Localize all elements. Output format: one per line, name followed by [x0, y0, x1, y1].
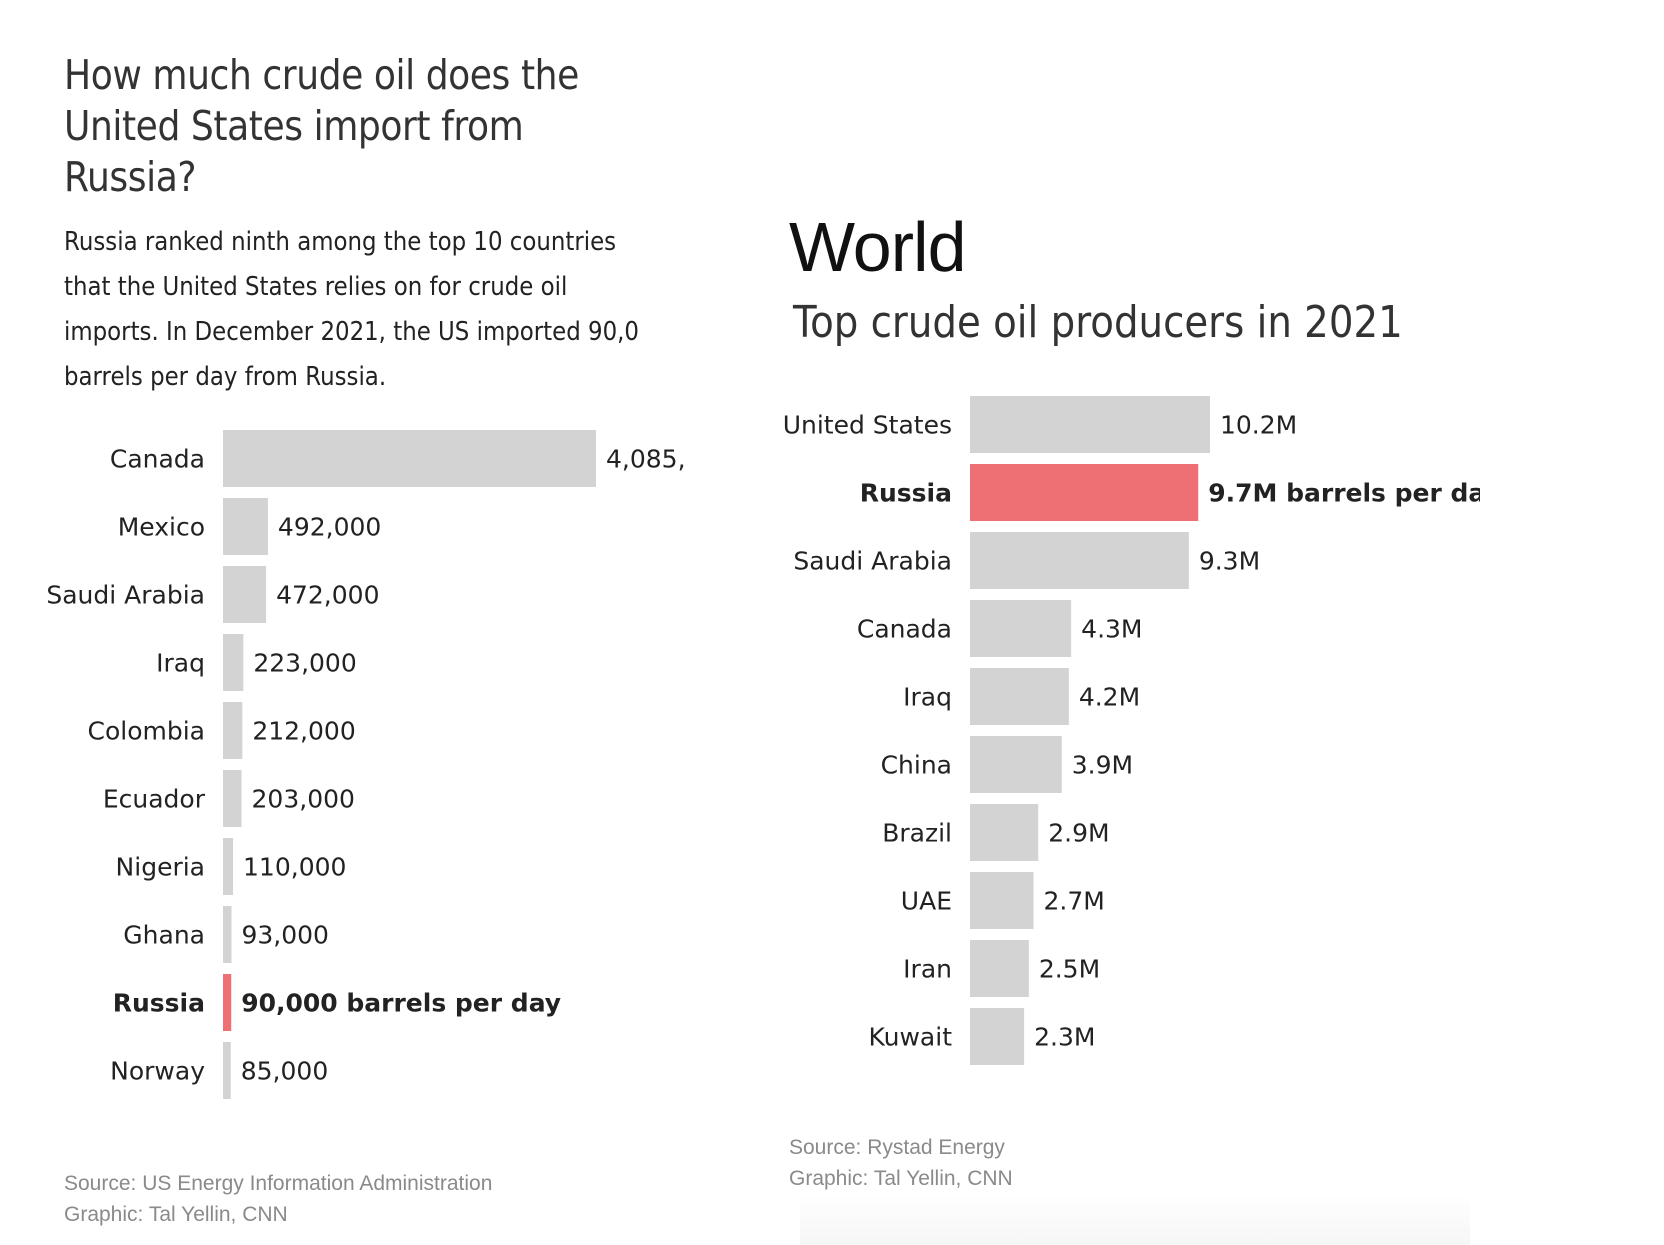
bar-canada [223, 430, 596, 487]
category-label: Russia [113, 989, 205, 1018]
category-label: Iran [903, 955, 952, 984]
category-label: Mexico [118, 513, 205, 542]
category-label: Norway [110, 1057, 205, 1086]
description-line: barrels per day from Russia. [64, 362, 387, 392]
category-label: Ecuador [103, 785, 206, 814]
category-label: Canada [110, 445, 205, 474]
category-label: Nigeria [116, 853, 205, 882]
bar-saudi-arabia [970, 532, 1189, 589]
category-label: Kuwait [868, 1023, 952, 1052]
category-label: Saudi Arabia [793, 547, 952, 576]
right-source: Source: Rystad Energy [789, 1136, 1005, 1159]
bar-saudi-arabia [223, 566, 267, 623]
value-label: 4,085, [606, 445, 686, 474]
description-line: that the United States relies on for cru… [64, 272, 568, 302]
bottom-fade [800, 1195, 1470, 1245]
description-line: imports. In December 2021, the US import… [64, 317, 639, 347]
category-label: Iraq [156, 649, 205, 678]
value-label: 10.2M [1220, 411, 1297, 440]
value-label: 212,000 [252, 717, 355, 746]
value-label: 2.5M [1039, 955, 1100, 984]
value-label: 4.3M [1081, 615, 1142, 644]
bar-nigeria [223, 838, 234, 895]
left-chart-title: How much crude oil does the United State… [64, 51, 579, 201]
left-source: Source: US Energy Information Administra… [64, 1172, 493, 1195]
bar-kuwait [970, 1008, 1025, 1065]
category-label: Brazil [882, 819, 952, 848]
value-label: 2.3M [1034, 1023, 1095, 1052]
value-label: 9.3M [1199, 547, 1260, 576]
value-label: 93,000 [241, 921, 328, 950]
bar-norway [223, 1042, 231, 1099]
value-label: 492,000 [278, 513, 381, 542]
category-label: UAE [901, 887, 952, 916]
right-credit: Graphic: Tal Yellin, CNN [789, 1167, 1013, 1190]
bar-uae [970, 872, 1034, 929]
value-label: 223,000 [253, 649, 356, 678]
bar-ghana [223, 906, 232, 963]
bar-united-states [970, 396, 1210, 453]
bar-iraq [223, 634, 244, 691]
top-producers-bar-chart: United States 10.2M Russia 9.7M barrels per… [783, 396, 1480, 1065]
right-chart-subtitle: Top crude oil producers in 2021 [793, 297, 1403, 348]
value-label: 2.7M [1044, 887, 1105, 916]
category-label: Saudi Arabia [46, 581, 205, 610]
world-heading: World [789, 208, 967, 286]
right-source-block: Source: Rystad Energy Graphic: Tal Yelli… [789, 1132, 1013, 1194]
bar-china [970, 736, 1062, 793]
category-label: Russia [860, 479, 952, 508]
category-label: Canada [857, 615, 952, 644]
value-label: 85,000 [241, 1057, 328, 1086]
category-label: Iraq [903, 683, 952, 712]
value-label: 2.9M [1048, 819, 1109, 848]
value-label: 472,000 [276, 581, 379, 610]
value-label: 4.2M [1079, 683, 1140, 712]
category-label: Ghana [123, 921, 205, 950]
category-label: Colombia [88, 717, 205, 746]
category-label: China [881, 751, 952, 780]
category-label: United States [783, 411, 952, 440]
value-label: 110,000 [243, 853, 346, 882]
bar-russia [223, 974, 232, 1031]
left-source-block: Source: US Energy Information Administra… [64, 1168, 492, 1230]
description-line: Russia ranked ninth among the top 10 cou… [64, 227, 617, 257]
bar-brazil [970, 804, 1039, 861]
us-imports-bar-chart: Canada 4,085, Mexico 492,000 Saudi Arabia 472… [46, 430, 686, 1099]
bar-ecuador [223, 770, 242, 827]
value-label: 9.7M barrels per day [1208, 479, 1480, 508]
bar-russia [970, 464, 1199, 521]
value-label: 90,000 barrels per day [241, 989, 561, 1018]
value-label: 203,000 [252, 785, 355, 814]
value-label: 3.9M [1072, 751, 1133, 780]
bar-iran [970, 940, 1029, 997]
left-credit: Graphic: Tal Yellin, CNN [64, 1203, 288, 1226]
bar-iraq [970, 668, 1069, 725]
bar-mexico [223, 498, 268, 555]
bar-canada [970, 600, 1072, 657]
left-chart-description: Russia ranked ninth among the top 10 cou… [64, 220, 680, 400]
bar-colombia [223, 702, 243, 759]
